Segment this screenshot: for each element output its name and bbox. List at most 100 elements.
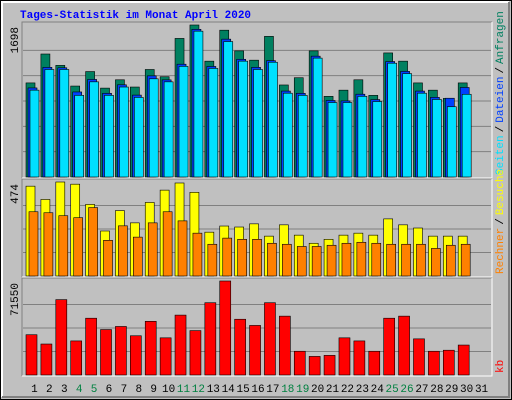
plot-bevel bbox=[21, 178, 492, 277]
plot-bevel bbox=[21, 277, 492, 376]
x-tick-label: 2 bbox=[46, 384, 53, 396]
bar bbox=[402, 73, 412, 178]
chart-title: Tages-Statistik im Monat April 2020 bbox=[20, 10, 251, 22]
bar bbox=[40, 343, 53, 376]
bar bbox=[416, 243, 426, 277]
bar bbox=[28, 211, 39, 277]
bar bbox=[144, 321, 157, 376]
bar bbox=[446, 106, 457, 178]
bar bbox=[432, 99, 442, 178]
bar bbox=[457, 344, 470, 376]
x-tick-label: 5 bbox=[91, 384, 98, 396]
x-tick-label: 21 bbox=[326, 384, 340, 396]
y-tick-label: 1698 bbox=[10, 27, 22, 53]
x-tick-label: 3 bbox=[61, 384, 68, 396]
legend-entry: kb bbox=[495, 360, 507, 373]
x-tick-label: 17 bbox=[266, 384, 279, 396]
x-tick-label: 13 bbox=[207, 384, 220, 396]
bar bbox=[103, 240, 113, 277]
bar bbox=[222, 237, 233, 277]
bar bbox=[208, 68, 219, 178]
bar bbox=[296, 246, 307, 277]
legend-entry: Rechner bbox=[495, 228, 507, 274]
x-tick-label: 24 bbox=[371, 384, 385, 396]
x-tick-label: 30 bbox=[460, 384, 473, 396]
bar bbox=[445, 244, 456, 277]
bar bbox=[341, 242, 352, 277]
bar bbox=[134, 97, 144, 178]
plot-bevel bbox=[22, 179, 493, 278]
bar bbox=[398, 315, 410, 376]
bar bbox=[25, 334, 38, 376]
x-tick-label: 20 bbox=[311, 384, 324, 396]
bar bbox=[371, 242, 382, 277]
bar bbox=[238, 60, 248, 178]
bar bbox=[178, 66, 189, 178]
legend-entry: Dateien bbox=[495, 77, 507, 123]
bar bbox=[234, 318, 246, 376]
bar bbox=[413, 338, 425, 376]
bar bbox=[193, 30, 204, 178]
x-tick-label: 6 bbox=[106, 384, 113, 396]
bar bbox=[282, 243, 292, 277]
x-tick-label: 7 bbox=[121, 384, 128, 396]
bar bbox=[442, 349, 455, 376]
bar bbox=[323, 355, 336, 376]
bar bbox=[268, 61, 278, 178]
bar bbox=[460, 243, 471, 277]
bar bbox=[59, 69, 70, 178]
bar bbox=[100, 329, 112, 376]
bar bbox=[43, 212, 54, 277]
legend: Rechner / Besuche bbox=[495, 169, 507, 274]
bar bbox=[253, 69, 263, 178]
x-tick-label: 10 bbox=[162, 384, 175, 396]
bar bbox=[293, 350, 306, 376]
x-tick-label: 29 bbox=[445, 384, 458, 396]
bar bbox=[372, 101, 383, 178]
x-tick-label: 16 bbox=[251, 384, 264, 396]
bar bbox=[163, 81, 174, 178]
bar bbox=[249, 325, 261, 376]
legend-entry: Seiten bbox=[495, 135, 507, 175]
legend-entry: Besuche bbox=[495, 169, 507, 215]
bar bbox=[383, 317, 395, 376]
bar bbox=[311, 246, 322, 277]
bar bbox=[29, 89, 40, 178]
bar bbox=[189, 330, 202, 376]
x-tick-label: 12 bbox=[192, 384, 205, 396]
bar bbox=[207, 243, 218, 277]
bar bbox=[252, 239, 262, 277]
bar bbox=[386, 243, 396, 277]
bar bbox=[70, 340, 83, 376]
bar bbox=[177, 220, 188, 277]
bar bbox=[264, 302, 276, 376]
plot-bevel bbox=[22, 22, 493, 179]
bar bbox=[461, 93, 472, 178]
bar bbox=[44, 69, 55, 178]
bar bbox=[148, 78, 159, 178]
x-tick-label: 4 bbox=[76, 384, 83, 396]
x-tick-label: 1 bbox=[31, 384, 38, 396]
x-tick-label: 22 bbox=[341, 384, 354, 396]
bar bbox=[118, 225, 128, 277]
bar bbox=[312, 57, 323, 178]
bar bbox=[297, 95, 308, 178]
x-tick-label: 15 bbox=[236, 384, 249, 396]
bar bbox=[431, 248, 441, 277]
plot-bevel bbox=[21, 21, 492, 178]
x-tick-label: 28 bbox=[430, 384, 443, 396]
bar bbox=[88, 207, 98, 277]
bar bbox=[159, 337, 172, 376]
x-tick-label: 11 bbox=[177, 384, 191, 396]
bar bbox=[204, 302, 217, 376]
bar bbox=[73, 217, 84, 277]
x-tick-label: 23 bbox=[356, 384, 369, 396]
bar bbox=[401, 243, 411, 277]
plot-bevel bbox=[22, 278, 493, 377]
bar bbox=[428, 350, 440, 376]
bar bbox=[267, 242, 277, 277]
legend-entry: Anfragen bbox=[495, 11, 507, 64]
